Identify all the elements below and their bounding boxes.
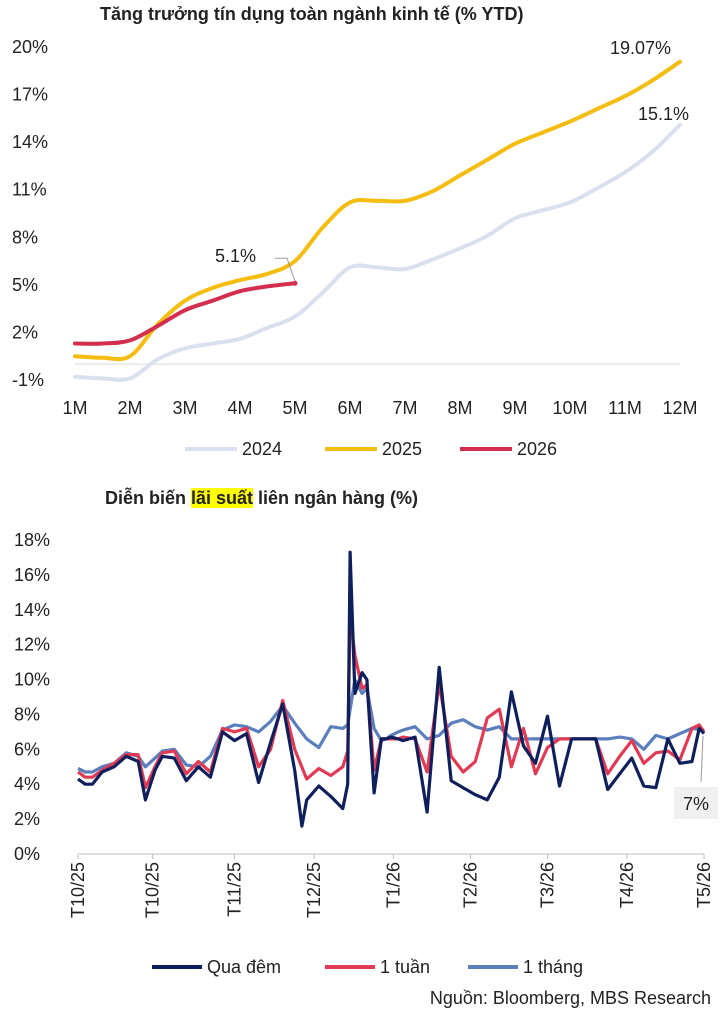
legend-label-qua-dem: Qua đêm bbox=[207, 957, 281, 977]
legend-label-1-tuan: 1 tuần bbox=[380, 957, 430, 977]
legend-label-1-thang: 1 tháng bbox=[523, 957, 583, 977]
legend-label-2026: 2026 bbox=[517, 439, 557, 459]
x-tick-label: 12M bbox=[662, 398, 697, 418]
y-tick-label: 11% bbox=[12, 180, 47, 200]
x-tick-label: T3/26 bbox=[538, 862, 558, 908]
annotation-box bbox=[674, 787, 718, 819]
annotation-leader-2026 bbox=[275, 257, 296, 282]
x-tick-label: T5/26 bbox=[694, 862, 714, 908]
y-tick-label: 5% bbox=[12, 275, 38, 295]
series-line-1-tuan bbox=[77, 613, 706, 790]
y-tick-label: 2% bbox=[12, 322, 38, 342]
x-tick-label: 11M bbox=[608, 398, 642, 418]
annotation-2024: 15.1% bbox=[638, 104, 689, 124]
x-tick-label: 6M bbox=[337, 398, 362, 418]
x-tick-label: 2M bbox=[117, 398, 142, 418]
x-tick-label: 4M bbox=[227, 398, 252, 418]
title-part-before: Diễn biến bbox=[105, 488, 192, 508]
chart-title-credit-growth: Tăng trưởng tín dụng toàn ngành kinh tế … bbox=[100, 4, 524, 24]
y-tick-label: 17% bbox=[12, 85, 48, 105]
x-tick-label: T12/25 bbox=[304, 862, 324, 918]
x-tick-label: 1M bbox=[62, 398, 87, 418]
title-highlight: lãi suất bbox=[191, 488, 254, 508]
x-tick-label: T11/25 bbox=[225, 862, 245, 917]
source-note: Nguồn: Bloomberg, MBS Research bbox=[429, 988, 711, 1008]
x-tick-label: T10/25 bbox=[143, 862, 163, 918]
chart-title-interbank-rate: Diễn biến lãi suất liên ngân hàng (%) bbox=[105, 488, 418, 509]
y-tick-label: 18% bbox=[14, 530, 50, 550]
y-tick-label: 2% bbox=[14, 809, 40, 829]
y-tick-label: -1% bbox=[12, 370, 44, 390]
y-tick-label: 8% bbox=[12, 227, 38, 247]
series-line-2025 bbox=[73, 59, 682, 362]
y-tick-label: 0% bbox=[14, 844, 40, 864]
y-tick-label: 4% bbox=[14, 774, 40, 794]
annotation-leader bbox=[700, 735, 704, 782]
annotation-2025: 19.07% bbox=[610, 38, 671, 58]
credit-growth-chart: 20% 17% 14% 11% 8% 5% 2% -1% 1M 2M 3M 4M 5M 6M 7M 8M 9M 1… bbox=[12, 37, 698, 459]
x-tick-label: T2/26 bbox=[460, 862, 480, 908]
x-tick-label: T10/25 bbox=[68, 862, 88, 918]
annotation-end-value: 7% bbox=[683, 794, 709, 814]
series-end-marker-2026 bbox=[292, 280, 298, 286]
x-tick-label: 3M bbox=[172, 398, 197, 418]
y-tick-label: 8% bbox=[14, 704, 40, 724]
y-tick-label: 20% bbox=[12, 37, 48, 57]
legend-label-2024: 2024 bbox=[242, 439, 282, 459]
x-tick-label: 8M bbox=[447, 398, 472, 418]
y-tick-label: 12% bbox=[14, 635, 50, 655]
series-line-2026 bbox=[73, 281, 297, 346]
x-tick-label: 10M bbox=[552, 398, 587, 418]
x-tick-label: T4/26 bbox=[617, 862, 637, 908]
legend-label-2025: 2025 bbox=[382, 439, 422, 459]
x-tick-label: 9M bbox=[502, 398, 527, 418]
title-part-after: liên ngân hàng (%) bbox=[253, 488, 419, 508]
x-tick-label: 7M bbox=[392, 398, 417, 418]
x-tick-label: 5M bbox=[282, 398, 307, 418]
y-tick-label: 16% bbox=[14, 565, 50, 585]
series-line-2024 bbox=[73, 122, 682, 382]
series-line-qua-dem bbox=[77, 550, 706, 828]
annotation-2026: 5.1% bbox=[215, 246, 256, 266]
y-tick-label: 14% bbox=[14, 600, 50, 620]
y-tick-label: 10% bbox=[14, 670, 50, 690]
x-tick-label: T1/26 bbox=[383, 862, 403, 908]
y-tick-label: 14% bbox=[12, 132, 48, 152]
y-tick-label: 6% bbox=[14, 739, 40, 759]
